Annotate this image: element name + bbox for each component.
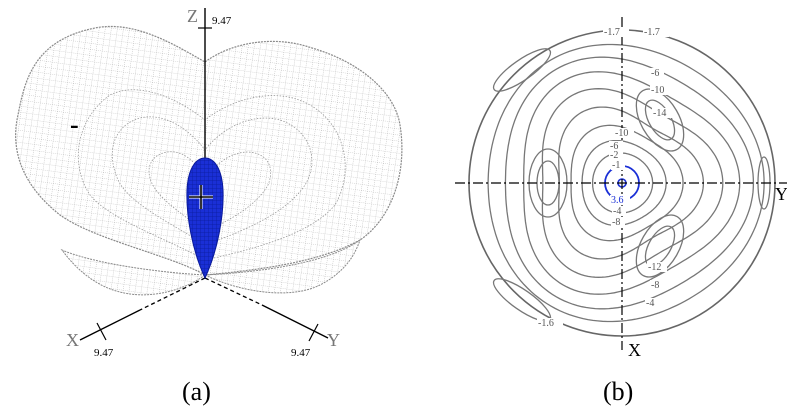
x-axis-tick — [96, 322, 107, 341]
island-upper-right-outer — [635, 88, 685, 152]
contour-label: -1.7 — [604, 27, 620, 38]
z-axis-tick-label: 9.47 — [212, 15, 232, 27]
contour-label-bg — [643, 27, 669, 37]
contour-label: -4 — [646, 298, 654, 309]
y-axis-tick-label: 9.47 — [291, 347, 311, 359]
sign-label: - — [70, 110, 79, 139]
contour-label-bg — [650, 85, 670, 95]
contour-label-bg — [650, 280, 664, 290]
x-axis-tick-label: 9.47 — [94, 347, 114, 359]
axis-label-y: Y — [775, 184, 787, 204]
rim-crescent-upper-left — [492, 48, 552, 92]
panel-a-caption: (a) — [182, 377, 211, 406]
panel-b-contour-plot: -1.7 -1.7-6-10-14-10-6-2-13.6-4-8-12-8-4-… — [455, 17, 787, 406]
contour-label-bg — [610, 195, 630, 205]
contour-label: -1.7 — [644, 27, 660, 38]
panel-a-3d-surface: - Z 9.47 X 9.47 Y 9.47 (a) — [15, 6, 403, 406]
contour-label: -8 — [651, 280, 659, 291]
y-axis-dashed — [204, 277, 263, 306]
contour-ring — [487, 43, 765, 323]
contour-label: -10 — [651, 85, 664, 96]
contour-label: -1 — [612, 160, 620, 171]
contour-label: -12 — [648, 262, 661, 273]
contour-label: -10 — [615, 128, 628, 139]
x-axis-dashed — [139, 277, 206, 311]
x-axis — [79, 309, 141, 341]
y-axis-tick — [308, 323, 319, 342]
x-axis-label: X — [66, 330, 79, 350]
contour-label-bg — [652, 108, 672, 118]
surface-mesh-lower — [60, 238, 361, 296]
y-axis-label: Y — [327, 330, 340, 350]
blue-lobe — [186, 157, 224, 280]
contour-label: -8 — [612, 217, 620, 228]
contour-label: -14 — [653, 108, 666, 119]
panel-b-caption: (b) — [603, 377, 633, 406]
contour-label-bg — [611, 217, 625, 227]
contour-label-bg — [609, 150, 623, 160]
contour-ring — [591, 152, 654, 214]
surface-mesh-outline — [15, 25, 403, 276]
axis-label-x: X — [628, 340, 641, 360]
contour-label: -6 — [651, 68, 659, 79]
contour-label-bg — [603, 27, 629, 37]
island-lower-right-outer — [635, 214, 685, 278]
contour-label-bg — [612, 206, 626, 216]
y-axis — [261, 304, 329, 339]
contour-label-bg — [650, 68, 664, 78]
contour-islands — [492, 48, 771, 322]
contour-label: -2 — [610, 150, 618, 161]
contour-label: -6 — [610, 141, 618, 152]
z-axis-label: Z — [187, 6, 198, 26]
contour-label-bg — [647, 262, 667, 272]
contour-label: 3.6 — [611, 195, 624, 206]
contour-label-bg — [537, 318, 563, 328]
contour-label-bg — [645, 298, 659, 308]
contour-label-bg — [614, 128, 634, 138]
contour-label: -4 — [613, 206, 621, 217]
contour-label-bg — [609, 141, 623, 151]
contour-label: -1.6 — [538, 318, 554, 329]
contour-labels: -1.7 -1.7-6-10-14-10-6-2-13.6-4-8-12-8-4-… — [537, 27, 672, 329]
contour-label-bg — [611, 160, 625, 170]
